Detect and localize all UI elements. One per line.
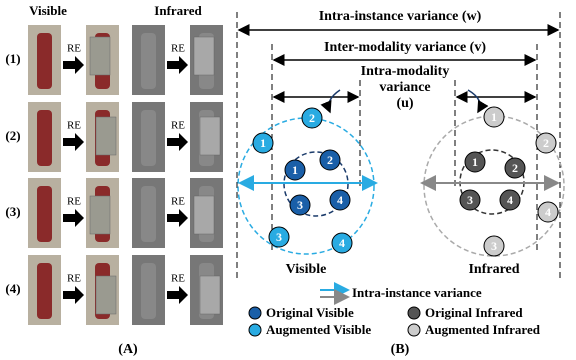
column-header: Infrared	[154, 3, 202, 18]
legend-swatch	[408, 307, 420, 319]
u-label: variance	[379, 80, 430, 95]
person	[37, 263, 52, 319]
erased-region	[96, 276, 116, 314]
legend-text: Intra-instance variance	[352, 285, 482, 300]
re-label: RE	[171, 196, 185, 208]
node-label: 3	[491, 239, 497, 253]
person	[141, 33, 156, 89]
legend-text: Original Visible	[266, 305, 354, 320]
node-label: 3	[276, 230, 282, 244]
re-label: RE	[67, 196, 81, 208]
person	[141, 263, 156, 319]
re-arrow	[63, 133, 84, 151]
w-label: Intra-instance variance (w)	[319, 9, 482, 24]
legend-swatch	[249, 307, 261, 319]
row-label: (3)	[5, 204, 20, 219]
panel-b: Intra-instance variance (w) Inter-modali…	[237, 9, 564, 357]
erased-region	[194, 37, 214, 75]
erased-region	[90, 196, 110, 234]
node-label: 1	[491, 110, 497, 124]
re-arrow	[63, 56, 84, 74]
row-label: (4)	[5, 281, 20, 296]
node-label: 2	[543, 136, 549, 150]
figure: Visible Infrared (1) RE RE (2) RE RE (3) RE RE (4) R…	[0, 0, 576, 360]
visible-label: Visible	[286, 262, 327, 277]
row-label: (2)	[5, 128, 20, 143]
node-label: 1	[292, 163, 298, 177]
infrared-label: Infrared	[468, 262, 519, 277]
re-arrow	[167, 209, 188, 227]
row-label: (1)	[5, 51, 20, 66]
caption: (B)	[391, 342, 410, 357]
re-label: RE	[67, 273, 81, 285]
re-arrow	[167, 286, 188, 304]
re-arrow	[167, 56, 188, 74]
erased-region	[200, 117, 220, 155]
re-arrow	[167, 133, 188, 151]
u-label: (u)	[396, 96, 413, 111]
node-label: 2	[327, 153, 333, 167]
node-label: 4	[545, 205, 551, 219]
panel-a: Visible Infrared (1) RE RE (2) RE RE (3) RE RE (4) R…	[5, 3, 223, 357]
column-header: Visible	[29, 3, 67, 18]
person	[141, 186, 156, 242]
caption: (A)	[118, 342, 138, 357]
erased-region	[200, 276, 220, 314]
legend-swatch	[408, 324, 420, 336]
node-label: 2	[309, 111, 315, 125]
node-label: 2	[512, 161, 518, 175]
person	[141, 110, 156, 166]
legend-text: Augmented Visible	[266, 322, 371, 337]
person	[37, 33, 52, 89]
re-label: RE	[67, 120, 81, 132]
re-arrow	[63, 286, 84, 304]
u-label: Intra-modality	[361, 64, 450, 79]
v-label: Inter-modality variance (v)	[324, 40, 486, 55]
re-label: RE	[171, 120, 185, 132]
re-label: RE	[171, 273, 185, 285]
node-label: 1	[260, 136, 266, 150]
node-label: 4	[339, 236, 345, 250]
erased-region	[194, 196, 214, 234]
person	[37, 110, 52, 166]
node-label: 3	[297, 198, 303, 212]
re-arrow	[63, 209, 84, 227]
node-label: 4	[337, 193, 343, 207]
re-label: RE	[171, 43, 185, 55]
legend-swatch	[249, 324, 261, 336]
erased-region	[96, 117, 116, 155]
node-label: 3	[467, 193, 473, 207]
legend-text: Original Infrared	[425, 305, 523, 320]
person	[37, 186, 52, 242]
node-label: 4	[507, 193, 513, 207]
erased-region	[90, 37, 110, 75]
legend-text: Augmented Infrared	[425, 322, 541, 337]
re-label: RE	[67, 43, 81, 55]
node-label: 1	[472, 155, 478, 169]
